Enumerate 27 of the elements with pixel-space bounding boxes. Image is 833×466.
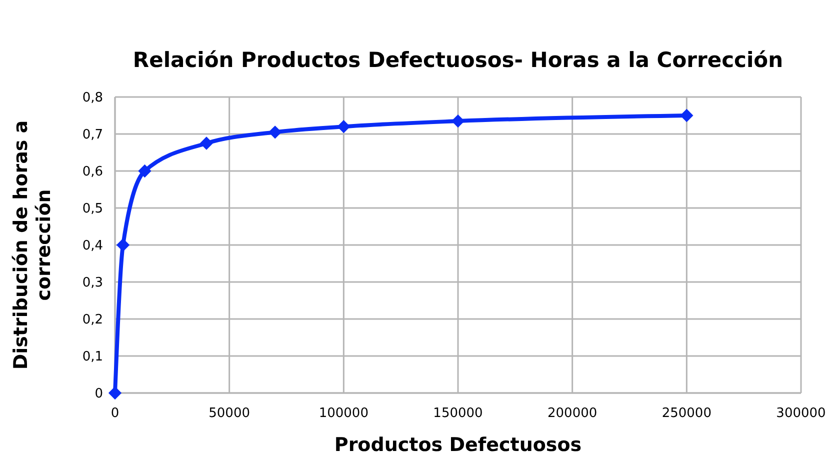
y-axis-title: Distribución de horas a corrección bbox=[10, 120, 55, 370]
x-tick-label: 100000 bbox=[318, 406, 368, 421]
x-tick-label: 200000 bbox=[548, 406, 598, 421]
y-tick-label: 0,6 bbox=[82, 164, 103, 180]
y-tick-label: 0 bbox=[94, 386, 103, 402]
point bbox=[200, 136, 214, 150]
x-tick-label: 250000 bbox=[662, 406, 712, 421]
y-tick-label: 0,3 bbox=[82, 276, 103, 291]
y-tick-label: 0,4 bbox=[82, 238, 103, 254]
y-tick-label: 0,8 bbox=[82, 90, 103, 106]
point bbox=[680, 108, 694, 122]
y-tick-label: 0,7 bbox=[82, 128, 103, 143]
point bbox=[116, 238, 130, 252]
x-tick-label: 150000 bbox=[433, 406, 483, 421]
point bbox=[451, 114, 465, 128]
point bbox=[138, 164, 152, 178]
y-tick-label: 0,1 bbox=[82, 350, 103, 365]
x-axis-title: Productos Defectuosos bbox=[334, 434, 582, 456]
x-tick-label: 300000 bbox=[776, 406, 826, 421]
y-tick-label: 0,2 bbox=[82, 312, 103, 328]
point bbox=[108, 386, 122, 400]
x-tick-label: 50000 bbox=[208, 406, 250, 421]
chart-title: Relación Productos Defectuosos- Horas a la Corrección bbox=[132, 48, 784, 72]
point bbox=[337, 120, 350, 134]
point bbox=[268, 126, 282, 139]
y-tick-label: 0,5 bbox=[82, 202, 103, 217]
x-tick-label: 0 bbox=[110, 406, 120, 421]
